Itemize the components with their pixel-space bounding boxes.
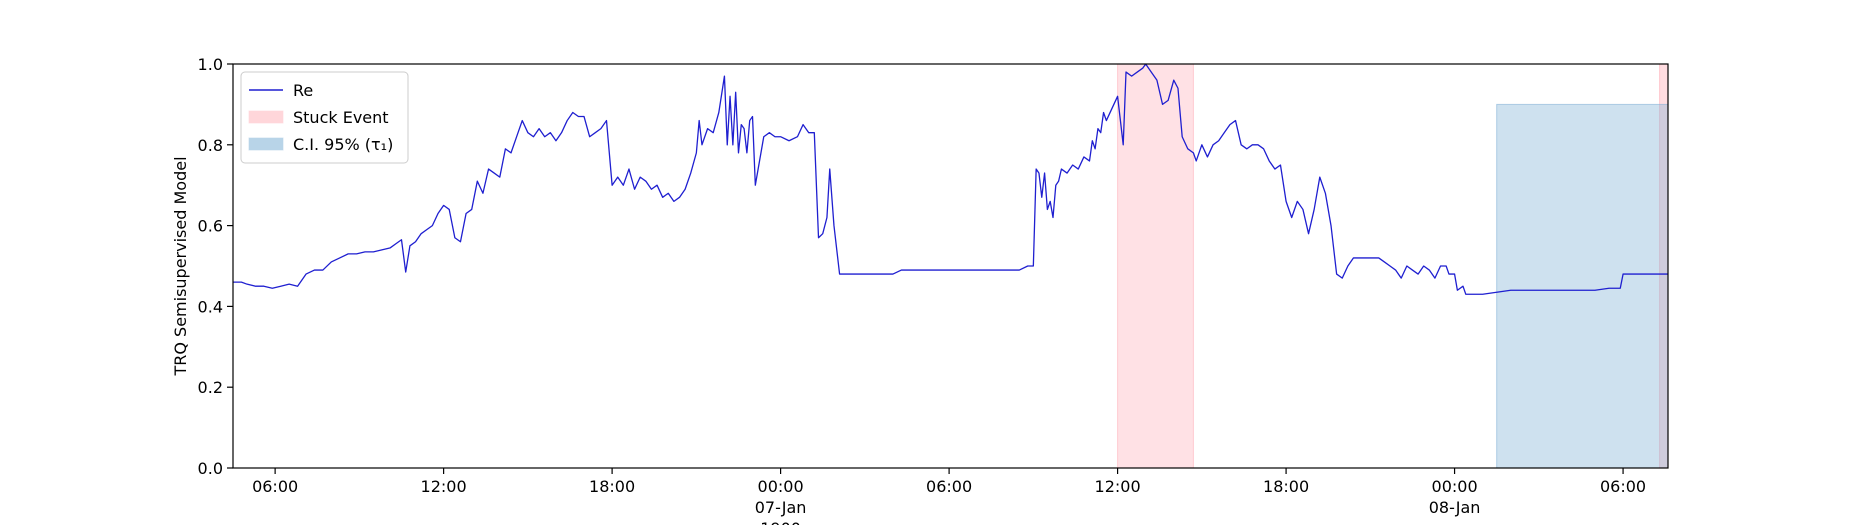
x-tick-label: 00:00 xyxy=(758,477,804,496)
shaded-regions xyxy=(1117,64,1668,468)
x-tick-year-label: 1900 xyxy=(760,519,801,525)
series-layer xyxy=(233,64,1668,295)
x-tick-label: 12:00 xyxy=(1095,477,1141,496)
series-line-re xyxy=(233,64,1668,295)
x-tick-label: 18:00 xyxy=(1263,477,1309,496)
x-tick-label: 12:00 xyxy=(421,477,467,496)
y-tick-label: 0.6 xyxy=(198,217,223,236)
legend-swatch-stuck-event xyxy=(248,110,284,124)
x-tick-label: 06:00 xyxy=(926,477,972,496)
y-axis-label: TRQ Semisupervised Model xyxy=(171,156,190,376)
region-stuck-event-0 xyxy=(1117,64,1194,468)
x-tick-label: 06:00 xyxy=(1600,477,1646,496)
y-tick-label: 0.0 xyxy=(198,459,223,478)
x-tick-date-label: 07-Jan xyxy=(755,498,807,517)
legend-swatch-c-i-95 xyxy=(248,137,284,151)
x-tick-label: 18:00 xyxy=(589,477,635,496)
x-tick-label: 00:00 xyxy=(1432,477,1478,496)
x-tick-date-label: 08-Jan xyxy=(1429,498,1481,517)
legend-label-c-i-95: C.I. 95% (τ₁) xyxy=(293,135,393,154)
legend-label-stuck-event: Stuck Event xyxy=(293,108,389,127)
y-tick-label: 1.0 xyxy=(198,55,223,74)
axes: 0.0 0.2 0.4 0.6 0.8 1.0 06:00 12:00 18:00 00:00 07… xyxy=(198,55,1669,529)
region-c-i-95--2 xyxy=(1496,103,1668,468)
x-tick-label: 06:00 xyxy=(252,477,298,496)
plot-frame xyxy=(232,63,1669,469)
legend-label-re: Re xyxy=(293,81,313,100)
y-tick-label: 0.4 xyxy=(198,297,223,316)
legend: Re Stuck Event C.I. 95% (τ₁) xyxy=(240,71,409,164)
y-tick-label: 0.8 xyxy=(198,136,223,155)
y-tick-label: 0.2 xyxy=(198,378,223,397)
